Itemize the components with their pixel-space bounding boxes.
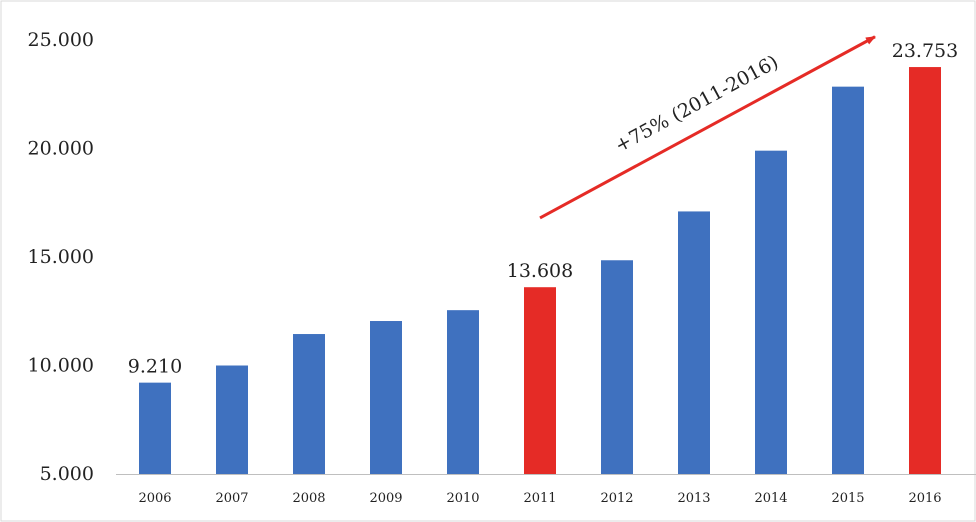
bar-2010 <box>447 310 479 474</box>
y-tick-label: 10.000 <box>28 355 94 377</box>
x-tick-label: 2015 <box>831 491 864 506</box>
bar-2014 <box>755 150 787 475</box>
growth-arrow <box>539 35 876 220</box>
bar-2009 <box>370 321 402 474</box>
y-tick-label: 25.000 <box>28 29 94 51</box>
bars <box>139 67 941 475</box>
bar-2006 <box>139 382 171 474</box>
x-tick-label: 2013 <box>677 491 710 506</box>
y-tick-label: 15.000 <box>28 246 94 268</box>
bar-2013 <box>678 211 710 474</box>
data-label-2016: 23.753 <box>892 40 958 62</box>
x-tick-label: 2010 <box>446 491 479 506</box>
bar-2015 <box>832 86 864 474</box>
x-tick-label: 2016 <box>908 491 941 506</box>
y-axis: 5.000 10.000 15.000 20.000 25.000 <box>28 29 94 485</box>
x-tick-label: 2008 <box>292 491 325 506</box>
bar-2011 <box>524 287 556 474</box>
x-axis: 2006 2007 2008 2009 2010 2011 2012 2013 2014 2015… <box>116 474 976 506</box>
data-label-2011: 13.608 <box>507 260 573 282</box>
y-tick-label: 20.000 <box>28 138 94 160</box>
x-tick-label: 2006 <box>138 491 171 506</box>
bar-2008 <box>293 334 325 474</box>
bar-2007 <box>216 365 248 474</box>
bar-2012 <box>601 260 633 474</box>
data-labels: 9.210 13.608 23.753 <box>128 40 958 378</box>
bar-2016 <box>909 67 941 474</box>
x-tick-label: 2012 <box>600 491 633 506</box>
data-label-2006: 9.210 <box>128 356 182 378</box>
x-tick-label: 2007 <box>215 491 248 506</box>
x-tick-label: 2014 <box>754 491 787 506</box>
x-tick-label: 2009 <box>369 491 402 506</box>
y-tick-label: 5.000 <box>40 463 94 485</box>
x-tick-label: 2011 <box>523 491 556 506</box>
